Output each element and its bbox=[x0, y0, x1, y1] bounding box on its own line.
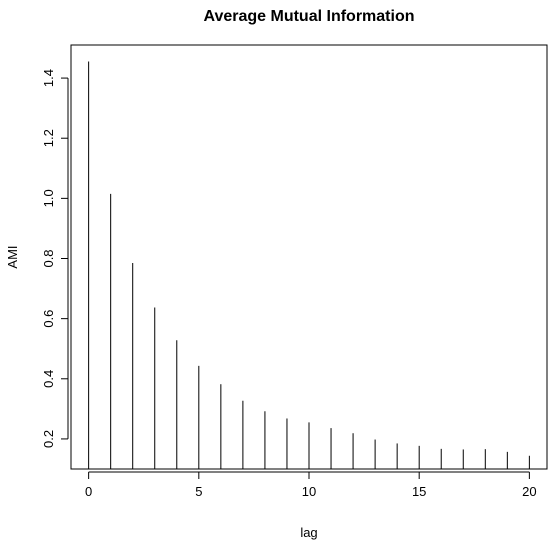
y-axis: 0.2 0.4 0.6 0.8 1.0 1.2 1.4 bbox=[41, 69, 69, 448]
x-tick-label-0: 0 bbox=[85, 484, 92, 499]
y-tick-label-0.2: 0.2 bbox=[41, 430, 56, 448]
x-tick-label-10: 10 bbox=[302, 484, 316, 499]
y-tick-label-1.2: 1.2 bbox=[41, 129, 56, 147]
y-tick-label-0.8: 0.8 bbox=[41, 249, 56, 267]
chart-title: Average Mutual Information bbox=[204, 8, 415, 25]
x-tick-label-15: 15 bbox=[412, 484, 426, 499]
y-tick-label-0.6: 0.6 bbox=[41, 310, 56, 328]
x-tick-label-20: 20 bbox=[522, 484, 536, 499]
y-tick-label-0.4: 0.4 bbox=[41, 370, 56, 388]
y-axis-label: AMI bbox=[5, 245, 20, 268]
ami-series bbox=[88, 61, 530, 469]
x-axis: 0 5 10 15 20 bbox=[85, 471, 537, 499]
x-axis-label: lag bbox=[300, 525, 317, 540]
y-tick-label-1: 1.0 bbox=[41, 189, 56, 207]
y-tick-label-1.4: 1.4 bbox=[41, 69, 56, 87]
x-tick-label-5: 5 bbox=[195, 484, 202, 499]
